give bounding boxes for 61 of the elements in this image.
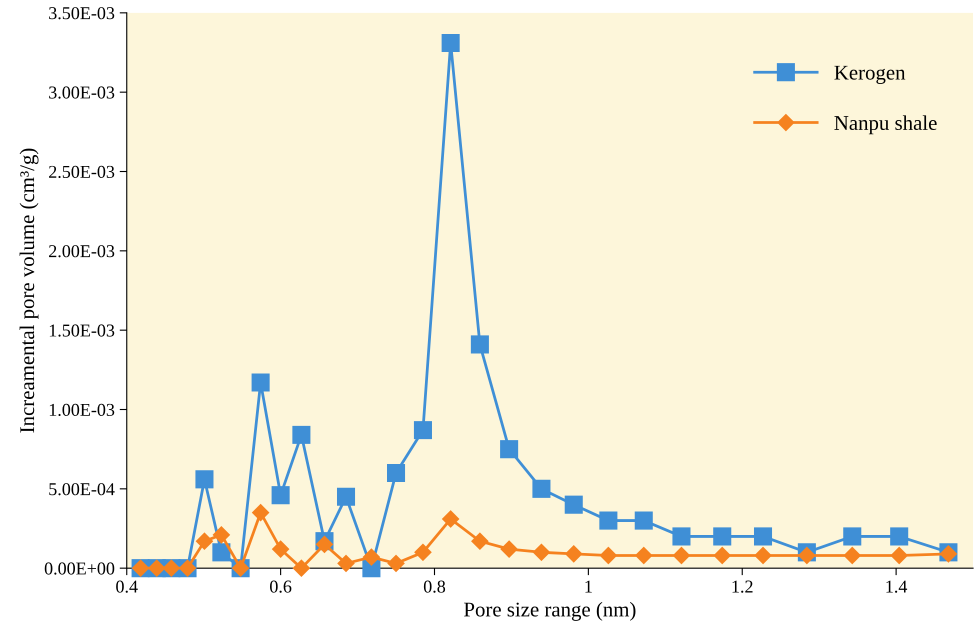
point bbox=[713, 527, 732, 546]
point bbox=[843, 527, 862, 546]
y-axis-title: Increamental pore volume (cm³/g) bbox=[20, 148, 39, 433]
legend-label: Nanpu shale bbox=[834, 115, 937, 134]
point bbox=[634, 512, 653, 530]
point bbox=[442, 510, 460, 528]
point bbox=[362, 548, 380, 566]
point bbox=[500, 540, 518, 558]
point bbox=[844, 546, 861, 564]
point bbox=[387, 554, 405, 572]
point bbox=[272, 486, 290, 504]
point bbox=[500, 440, 518, 458]
point bbox=[336, 488, 356, 506]
y-tick-label: 2.50E-03 bbox=[49, 166, 114, 178]
x-tick-label: 0.6 bbox=[270, 580, 292, 593]
point bbox=[212, 543, 230, 562]
point bbox=[414, 544, 432, 561]
point bbox=[387, 464, 406, 482]
x-tick-label: 1.4 bbox=[886, 580, 908, 593]
y-tick-label: 0.00E+00 bbox=[44, 562, 114, 575]
y-tick-label: 2.00E-03 bbox=[49, 245, 114, 258]
legend-label: Kerogen bbox=[834, 66, 906, 84]
point bbox=[442, 34, 460, 52]
x-tick-label: 1.2 bbox=[732, 580, 753, 593]
point bbox=[754, 527, 772, 546]
point bbox=[196, 532, 214, 550]
point bbox=[316, 536, 334, 553]
point bbox=[292, 426, 310, 444]
point bbox=[754, 546, 772, 564]
y-tick-label: 1.00E-03 bbox=[50, 404, 114, 416]
point bbox=[337, 554, 355, 572]
y-tick-label: 3.50E-03 bbox=[49, 7, 114, 20]
point bbox=[252, 504, 270, 522]
x-axis-title: Pore size range (nm) bbox=[464, 602, 636, 621]
x-tick-label: 0.8 bbox=[424, 580, 446, 593]
point bbox=[672, 527, 690, 546]
point bbox=[600, 546, 617, 564]
point bbox=[212, 526, 230, 544]
y-tick-label: 1.50E-03 bbox=[50, 324, 114, 337]
point bbox=[714, 546, 731, 564]
point bbox=[471, 532, 488, 550]
x-tick-label: 0.4 bbox=[116, 580, 138, 593]
y-tick-label: 5.00E-04 bbox=[49, 483, 115, 496]
point bbox=[532, 544, 550, 561]
point bbox=[532, 480, 550, 498]
point bbox=[599, 512, 618, 530]
point bbox=[414, 421, 432, 440]
point bbox=[252, 374, 270, 392]
point bbox=[470, 335, 489, 354]
point bbox=[635, 546, 652, 564]
y-tick-label: 3.00E-03 bbox=[49, 86, 114, 99]
point bbox=[672, 546, 690, 564]
point bbox=[195, 470, 214, 488]
point bbox=[272, 540, 290, 558]
point bbox=[565, 545, 582, 562]
point bbox=[890, 546, 908, 564]
point bbox=[292, 560, 310, 577]
point bbox=[798, 546, 816, 564]
point bbox=[890, 527, 908, 546]
x-tick-label: 1 bbox=[585, 580, 592, 593]
point bbox=[564, 496, 583, 514]
